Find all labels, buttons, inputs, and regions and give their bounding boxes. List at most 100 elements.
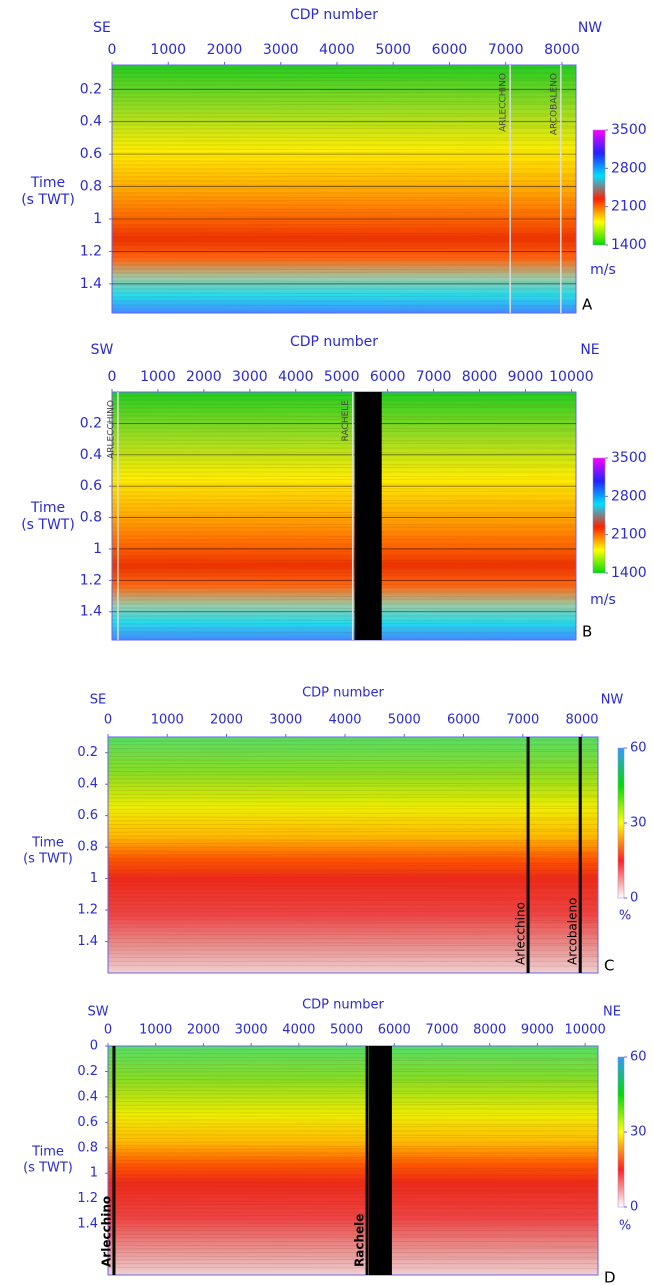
texture <box>111 235 577 238</box>
texture <box>107 1192 599 1195</box>
colorbar-tick-label: 1400 <box>611 565 647 581</box>
texture <box>111 406 577 409</box>
y-tick-label: 1 <box>90 871 98 886</box>
y-tick-label: 1 <box>93 541 102 557</box>
texture <box>107 1214 599 1217</box>
texture <box>111 76 577 79</box>
well-label: Arlecchino <box>514 902 528 965</box>
texture <box>111 136 577 139</box>
texture <box>107 1070 599 1073</box>
texture <box>107 1247 599 1250</box>
texture <box>107 796 599 799</box>
left-direction: SW <box>91 342 114 358</box>
colorbar <box>617 747 625 899</box>
x-tick-label: 7000 <box>416 369 452 385</box>
texture <box>107 1125 599 1128</box>
texture <box>111 199 577 202</box>
y-tick-label: 0.4 <box>77 777 98 792</box>
x-axis-title: CDP number <box>302 998 384 1013</box>
x-tick-label: 9000 <box>508 369 544 385</box>
y-axis-title: (s TWT) <box>23 1161 73 1176</box>
x-tick-label: 4000 <box>282 1023 315 1038</box>
texture <box>111 475 577 478</box>
x-tick-label: 3000 <box>263 42 299 58</box>
texture <box>111 631 577 634</box>
x-tick-label: 5000 <box>330 1023 363 1038</box>
texture <box>107 1123 599 1126</box>
well-label: RACHELE <box>341 400 351 442</box>
x-axis-title: CDP number <box>290 7 378 23</box>
x-tick-label: 8000 <box>473 1023 506 1038</box>
texture <box>107 887 599 890</box>
x-tick-label: 6000 <box>447 713 480 728</box>
texture <box>111 502 577 505</box>
y-tick-label: 0.4 <box>80 114 102 130</box>
texture <box>107 842 599 845</box>
texture <box>111 292 577 295</box>
y-tick-label: 1.4 <box>77 1217 98 1232</box>
texture <box>111 232 577 235</box>
texture <box>107 1092 599 1095</box>
texture <box>107 830 599 833</box>
colorbar <box>592 457 606 574</box>
texture <box>107 819 599 822</box>
texture <box>107 864 599 867</box>
texture <box>111 211 577 214</box>
texture <box>111 622 577 625</box>
texture <box>107 807 599 810</box>
texture <box>107 1112 599 1115</box>
x-tick-label: 2000 <box>186 369 222 385</box>
left-direction: SW <box>87 1005 108 1020</box>
x-tick-label: 0 <box>104 713 112 728</box>
texture <box>107 919 599 922</box>
y-tick-label: 0 <box>90 1039 98 1054</box>
texture <box>111 535 577 538</box>
colorbar-tick-label: 2800 <box>611 488 647 504</box>
texture <box>107 785 599 788</box>
texture <box>111 487 577 490</box>
texture <box>107 1134 599 1137</box>
right-direction: NW <box>601 693 624 708</box>
texture <box>107 853 599 856</box>
texture <box>107 1178 599 1181</box>
y-tick-label: 0.6 <box>80 478 102 494</box>
texture <box>111 112 577 115</box>
texture <box>111 463 577 466</box>
texture <box>111 100 577 103</box>
panel-label: C <box>604 957 614 975</box>
y-axis-title: Time <box>31 1145 64 1160</box>
texture <box>111 430 577 433</box>
x-tick-label: 0 <box>108 369 117 385</box>
texture <box>107 1236 599 1239</box>
texture <box>111 184 577 187</box>
y-tick-label: 1.2 <box>80 572 102 588</box>
texture <box>107 750 599 753</box>
x-tick-label: 7000 <box>506 713 539 728</box>
x-tick-label: 1000 <box>150 42 186 58</box>
y-tick-label: 0.2 <box>80 415 102 431</box>
x-tick-label: 0 <box>108 42 117 58</box>
x-tick-label: 6000 <box>378 1023 411 1038</box>
texture <box>107 1103 599 1106</box>
texture <box>107 1211 599 1214</box>
right-direction: NW <box>578 20 602 36</box>
x-axis-title: CDP number <box>302 686 384 701</box>
texture <box>111 538 577 541</box>
texture <box>111 160 577 163</box>
texture <box>107 1156 599 1159</box>
colorbar <box>592 129 606 246</box>
texture <box>107 964 599 967</box>
texture <box>107 944 599 947</box>
y-tick-label: 0.2 <box>77 745 98 760</box>
colorbar-tick-label: 2800 <box>611 160 647 176</box>
texture <box>111 208 577 211</box>
x-tick-label: 9000 <box>521 1023 554 1038</box>
y-axis-title: Time <box>30 175 65 191</box>
y-axis-title: Time <box>31 836 64 851</box>
texture <box>111 259 577 262</box>
texture <box>107 839 599 842</box>
x-tick-label: 5000 <box>388 713 421 728</box>
texture <box>111 223 577 226</box>
colorbar-tick-label: 2100 <box>611 527 647 543</box>
well-label: Arcobaleno <box>566 898 580 965</box>
